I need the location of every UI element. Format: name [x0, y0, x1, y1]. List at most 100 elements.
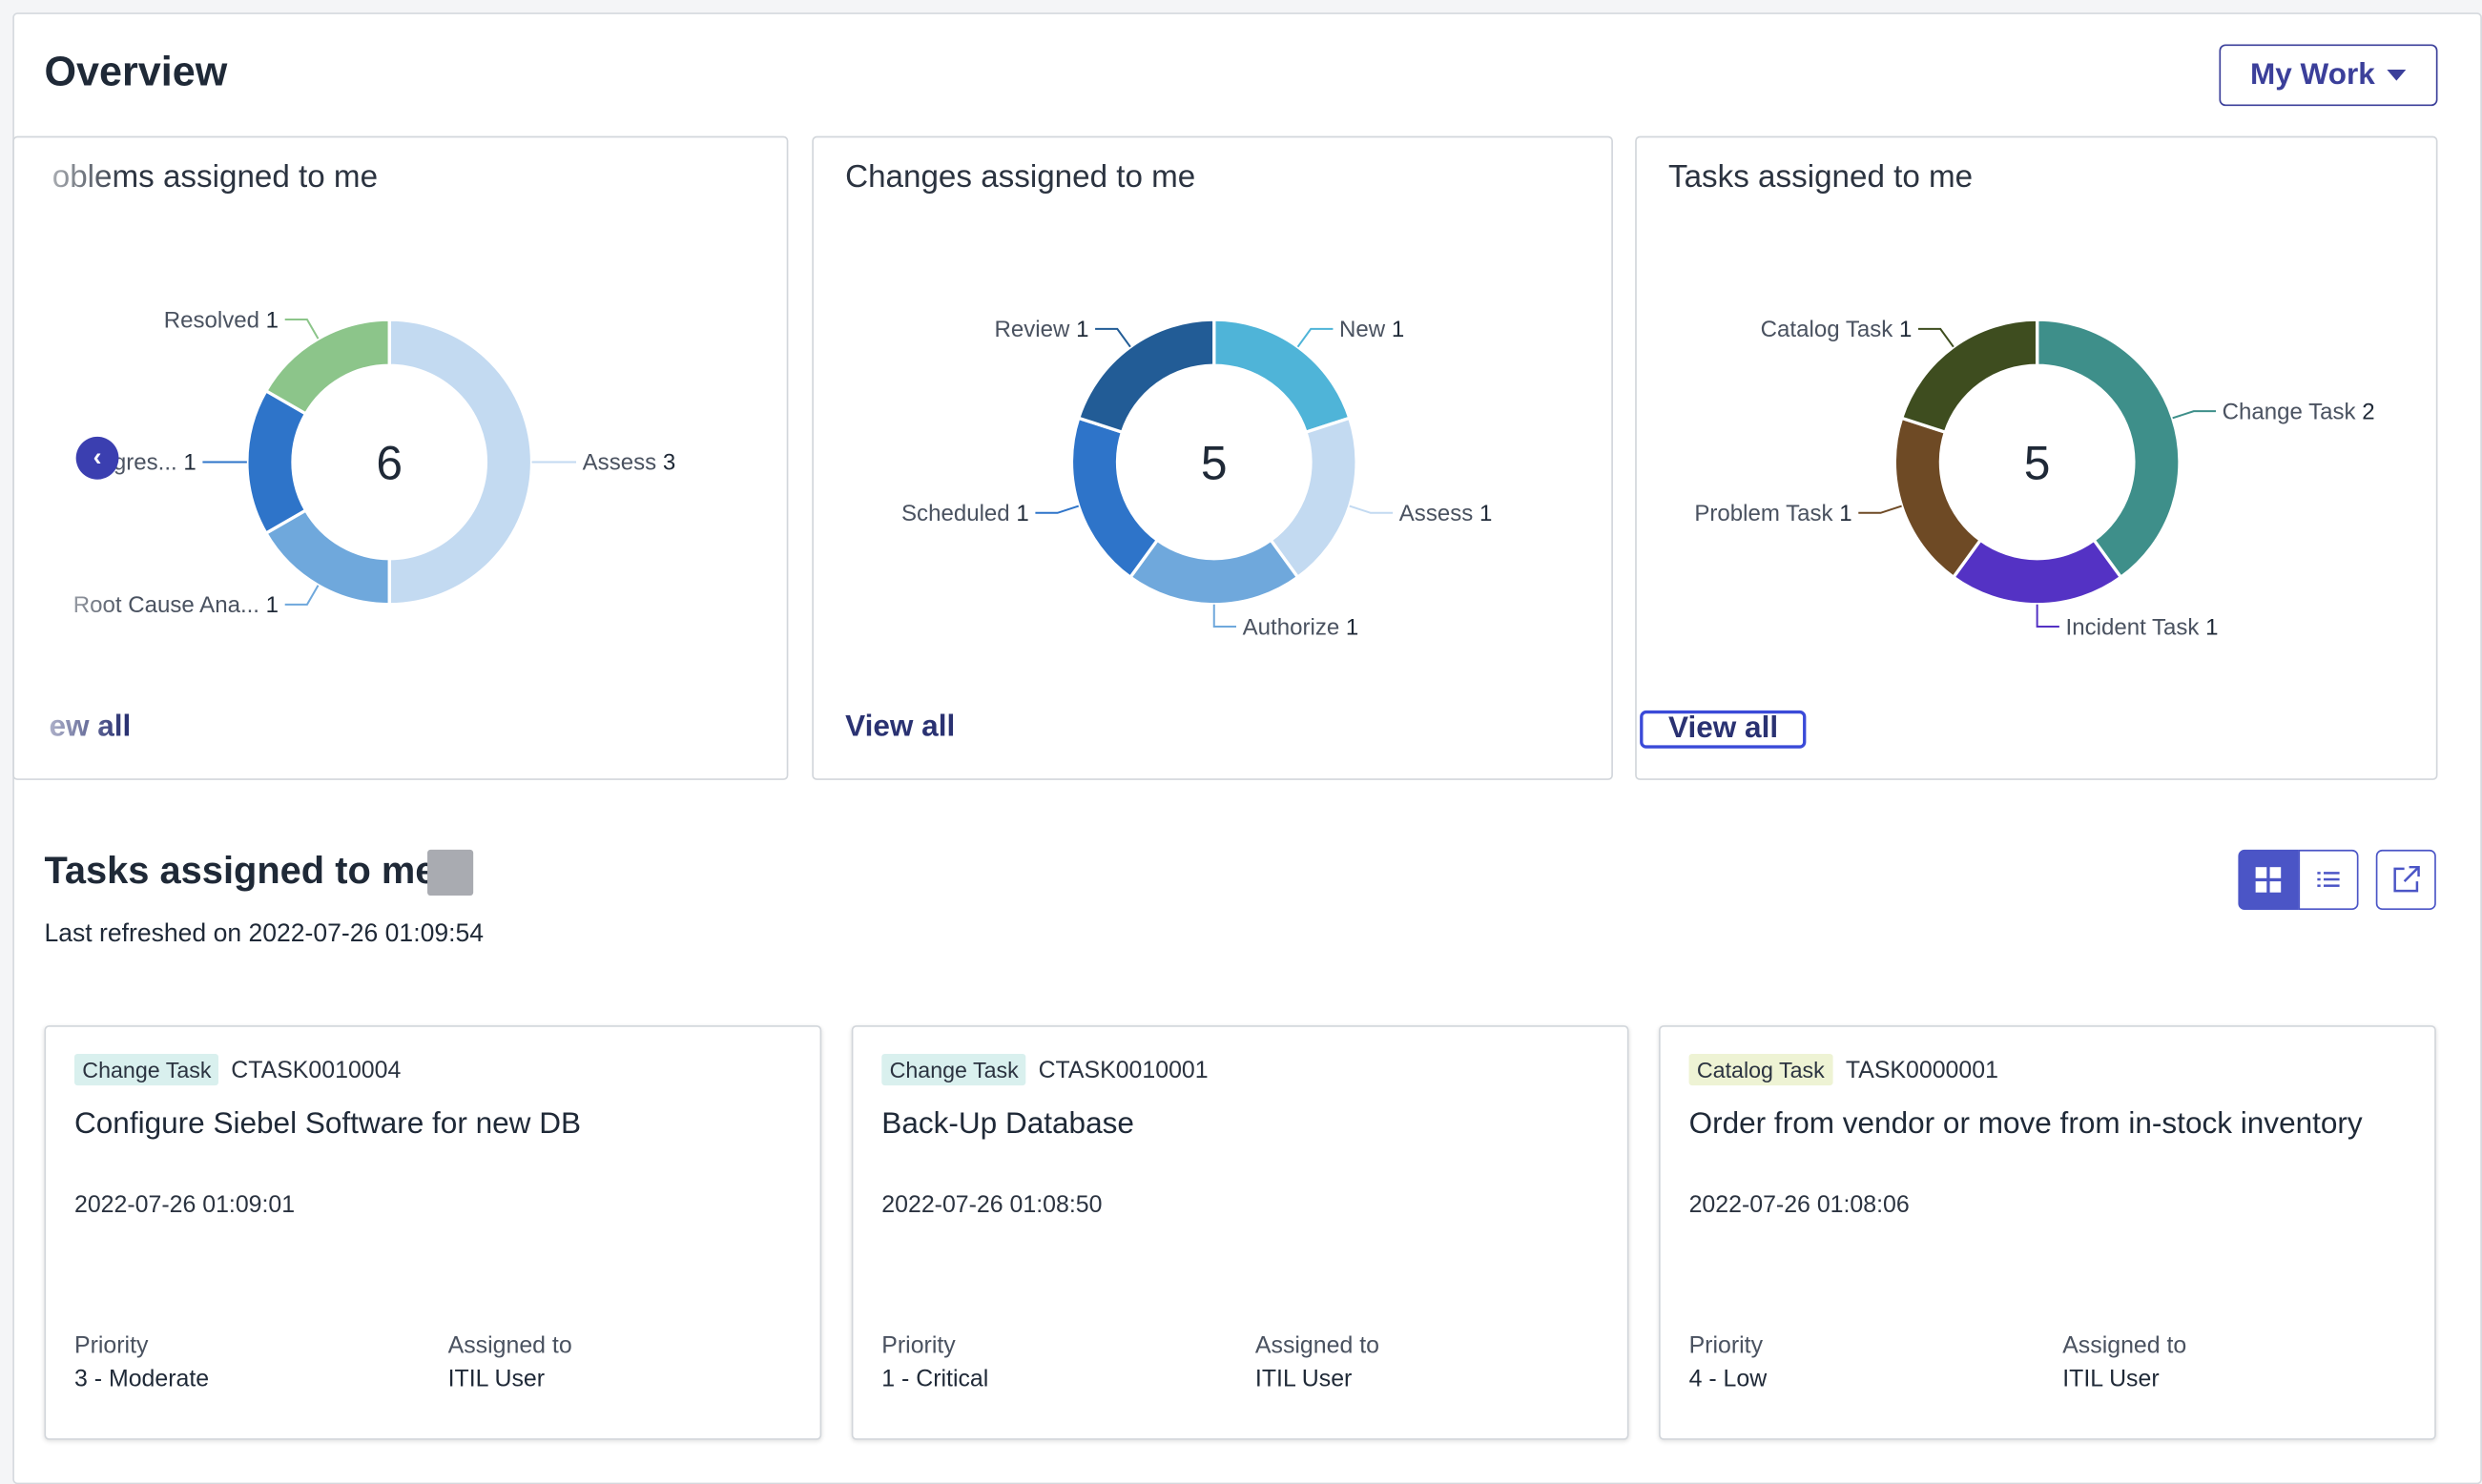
- donut-slice-in-progress: [245, 388, 308, 536]
- tasks-section-title: Tasks assigned to me: [44, 849, 437, 893]
- slice-label-review: Review 1: [995, 317, 1089, 342]
- assigned-to-value: ITIL User: [1254, 1365, 1353, 1393]
- donut-slice-scheduled: [1069, 416, 1160, 580]
- leader-line-problem-task: [1858, 505, 1902, 514]
- slice-value: 1: [183, 450, 196, 476]
- assigned-to-label: Assigned to: [1254, 1331, 1379, 1360]
- tasks-section-badge: [427, 849, 474, 897]
- donut-slice-assess: [1268, 416, 1358, 580]
- donut-slice-review: [1076, 318, 1216, 435]
- assigned-to-value: ITIL User: [2062, 1365, 2160, 1393]
- slice-label-authorize: Authorize 1: [1243, 614, 1359, 640]
- donut-slice-new: [1212, 318, 1352, 435]
- slice-name: Change Task: [2223, 399, 2363, 424]
- slice-value: 1: [1839, 501, 1851, 526]
- task-date: 2022-07-26 01:09:01: [73, 1191, 296, 1219]
- list-view-button[interactable]: [2298, 849, 2359, 910]
- slice-name: Problem Task: [1694, 501, 1839, 526]
- donut-slice-assess: [387, 318, 534, 607]
- slice-label-scheduled: Scheduled 1: [901, 501, 1029, 526]
- slice-value: 2: [2362, 399, 2374, 424]
- task-short-description: Back-Up Database: [881, 1107, 1134, 1142]
- donut-slice-change-task: [2035, 318, 2182, 580]
- task-card[interactable]: Change Task CTASK0010001 Back-Up Databas…: [851, 1025, 1629, 1440]
- slice-name: Incident Task: [2066, 614, 2206, 640]
- slice-label-catalog-task: Catalog Task 1: [1761, 317, 1913, 342]
- leader-line-new: [1296, 327, 1334, 348]
- grid-view-button[interactable]: [2238, 849, 2299, 910]
- donut-slice-authorize: [1127, 538, 1300, 607]
- slice-name: Root Cause Ana...: [73, 592, 266, 618]
- slice-value: 1: [266, 307, 279, 333]
- my-work-dropdown[interactable]: My Work: [2219, 44, 2438, 107]
- problems-view-all-link[interactable]: ew all: [49, 710, 132, 744]
- leader-line-root-cause-ana: [284, 585, 320, 606]
- slice-label-new: New 1: [1339, 317, 1404, 342]
- slice-name: Resolved: [164, 307, 266, 333]
- slice-value: 1: [1076, 317, 1088, 342]
- slice-label-resolved: Resolved 1: [164, 307, 279, 333]
- slice-value: 1: [1346, 614, 1358, 640]
- slice-value: 1: [1016, 501, 1028, 526]
- donut-slice-root-cause-ana: [263, 507, 391, 607]
- task-number: TASK0000001: [1845, 1057, 1998, 1084]
- priority-label: Priority: [881, 1331, 956, 1360]
- donut-slice-catalog-task: [1899, 318, 2039, 435]
- slice-name: Review: [995, 317, 1077, 342]
- assigned-to-label: Assigned to: [447, 1331, 572, 1360]
- donut-slice-problem-task: [1893, 416, 1983, 580]
- leader-line-review: [1095, 327, 1131, 348]
- open-in-new-window-button[interactable]: [2375, 849, 2436, 910]
- last-refreshed-text: Last refreshed on 2022-07-26 01:09:54: [44, 920, 485, 948]
- priority-label: Priority: [73, 1331, 149, 1360]
- priority-value: 4 - Low: [1688, 1365, 1768, 1393]
- slice-value: 1: [1479, 501, 1492, 526]
- changes-chart-title: Changes assigned to me: [845, 159, 1196, 196]
- slice-value: 1: [2205, 614, 2218, 640]
- slice-label-root-cause-ana: Root Cause Ana... 1: [73, 592, 279, 618]
- slice-name: Catalog Task: [1761, 317, 1899, 342]
- chevron-left-icon: ‹: [93, 443, 102, 471]
- external-link-icon: [2393, 865, 2420, 893]
- task-number: CTASK0010001: [1038, 1057, 1209, 1084]
- changes-chart-card: Changes assigned to me New 1 Assess 1 Auth…: [812, 135, 1613, 780]
- donut-center-total: 6: [376, 437, 403, 490]
- slice-value: 1: [1899, 317, 1912, 342]
- grid-icon: [2255, 867, 2282, 893]
- slice-label-problem-task: Problem Task 1: [1694, 501, 1851, 526]
- carousel-previous-button[interactable]: ‹: [75, 436, 119, 480]
- tasks-chart-card: Tasks assigned to me Change Task 2 Incide…: [1635, 135, 2438, 780]
- caret-down-icon: [2388, 70, 2407, 81]
- tasks-chart-title: Tasks assigned to me: [1668, 159, 1974, 196]
- donut-center-total: 5: [1201, 437, 1228, 490]
- task-type-tag: Change Task: [881, 1053, 1027, 1086]
- my-work-label: My Work: [2249, 57, 2375, 92]
- task-card[interactable]: Catalog Task TASK0000001 Order from vend…: [1659, 1025, 2436, 1440]
- problems-chart-card: oblems assigned to me Assess 3 Root Cause…: [12, 135, 789, 780]
- leader-line-assess: [1349, 505, 1394, 514]
- donut-center-total: 5: [2024, 437, 2051, 490]
- assigned-to-value: ITIL User: [447, 1365, 546, 1393]
- leader-line-change-task: [2172, 410, 2217, 420]
- assigned-to-label: Assigned to: [2062, 1331, 2187, 1360]
- slice-name: Authorize: [1243, 614, 1346, 640]
- donut-slice-incident-task: [1951, 538, 2123, 607]
- leader-line-catalog-task: [1917, 327, 1955, 348]
- task-short-description: Order from vendor or move from in-stock …: [1688, 1107, 2363, 1142]
- priority-value: 1 - Critical: [881, 1365, 989, 1393]
- tasks-view-all-link[interactable]: View all: [1640, 710, 1807, 749]
- slice-name: Scheduled: [901, 501, 1016, 526]
- slice-value: 1: [1392, 317, 1404, 342]
- slice-name: Assess: [1399, 501, 1479, 526]
- slice-name: New: [1339, 317, 1392, 342]
- changes-view-all-link[interactable]: View all: [845, 710, 956, 744]
- list-icon: [2317, 872, 2340, 887]
- leader-line-scheduled: [1035, 505, 1080, 514]
- task-card[interactable]: Change Task CTASK0010004 Configure Siebe…: [44, 1025, 822, 1440]
- leader-line-resolved: [284, 319, 320, 340]
- task-type-tag: Catalog Task: [1688, 1053, 1833, 1086]
- page-title: Overview: [44, 47, 228, 95]
- priority-label: Priority: [1688, 1331, 1764, 1360]
